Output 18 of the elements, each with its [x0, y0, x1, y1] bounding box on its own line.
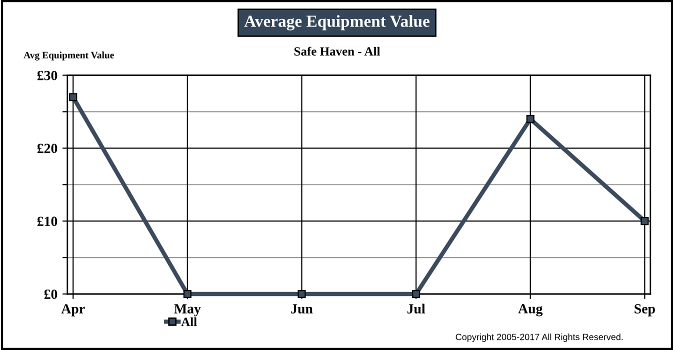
x-tick-label: Aug [518, 304, 543, 316]
chart-subtitle: Safe Haven - All [294, 46, 380, 56]
chart-title: Average Equipment Value [244, 15, 430, 30]
x-tick-label: Apr [61, 304, 85, 316]
text: Copyright 2005-2017 All Rights Reserved. [456, 334, 623, 342]
x-tick-label: Sep [634, 304, 655, 316]
y-axis-title: Avg Equipment Value [24, 52, 114, 60]
y-tick-label: £10 [37, 216, 58, 226]
point [69, 93, 78, 102]
y-tick-label: £30 [37, 70, 58, 80]
point [640, 217, 649, 226]
point [526, 114, 534, 124]
legend-label: All [181, 317, 197, 326]
x-tick-label: Jun [291, 304, 313, 314]
y-tick-label: £20 [37, 144, 58, 154]
x-tick-label: May [174, 304, 201, 316]
x-tick-label: Jul [407, 304, 426, 314]
y-tick-label: £0 [44, 290, 58, 299]
